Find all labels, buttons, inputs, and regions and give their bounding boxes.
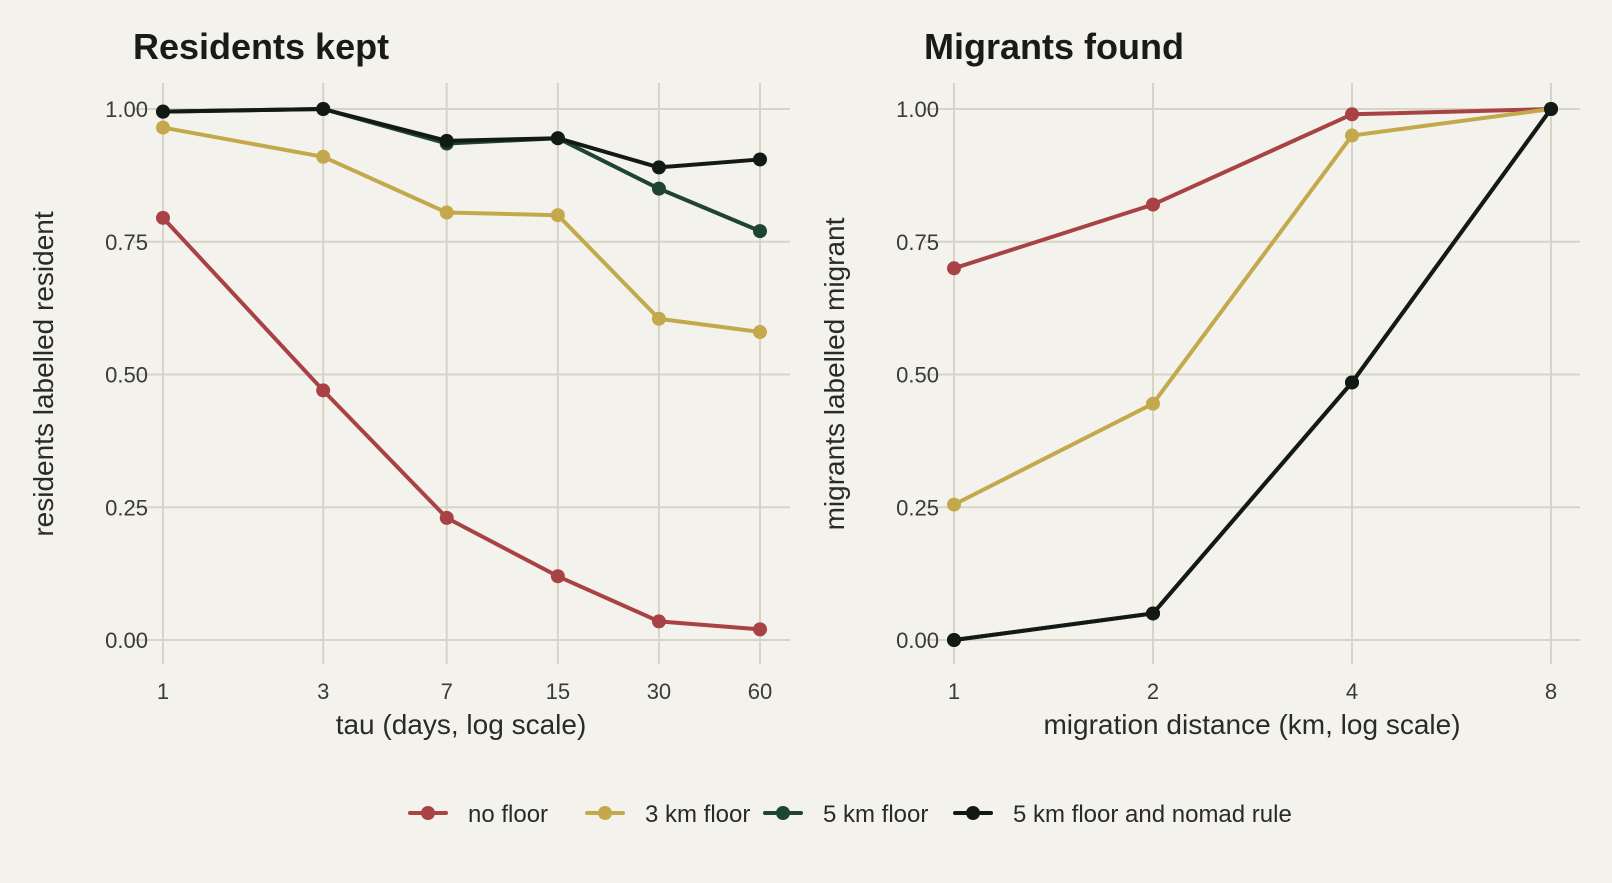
series-line (161, 125, 762, 335)
data-point (550, 208, 565, 223)
legend-swatch-point (776, 806, 790, 820)
x-tick-label: 15 (546, 679, 570, 704)
y-tick-label: 1.00 (105, 97, 148, 122)
legend-swatch-point (598, 806, 612, 820)
series-5-km-floor-and-nomad-rule (156, 102, 767, 175)
data-point (316, 102, 331, 116)
legend-item: no floor (408, 801, 548, 828)
series-line (161, 215, 762, 632)
y-tick-label: 0.25 (105, 495, 148, 520)
legend-swatch-point (421, 806, 435, 820)
legend-item: 3 km floor (585, 801, 750, 828)
data-point (156, 104, 170, 119)
data-point (316, 149, 331, 164)
legend-label: 3 km floor (645, 801, 750, 828)
series-line (952, 107, 1553, 271)
data-point (550, 569, 565, 584)
x-axis-title: migration distance (km, log scale) (1043, 709, 1460, 740)
data-point (1345, 128, 1359, 143)
data-point (651, 160, 666, 175)
data-point (439, 205, 454, 220)
y-axis-title: migrants labelled migrant (819, 217, 850, 530)
data-point (753, 325, 767, 340)
series-3-km-floor (156, 120, 767, 340)
x-axis-title: tau (days, log scale) (336, 709, 587, 740)
data-point (753, 622, 767, 637)
data-point (1146, 396, 1160, 411)
y-tick-label: 0.75 (896, 230, 939, 255)
legend-item: 5 km floor and nomad rule (953, 801, 1292, 828)
data-point (316, 383, 331, 398)
x-tick-label: 7 (441, 679, 453, 704)
data-point (1544, 102, 1558, 116)
legend-label: no floor (468, 801, 548, 828)
data-point (1345, 107, 1359, 122)
legend: no floor 3 km floor 5 km floor 5 km floor a… (408, 801, 1292, 828)
data-point (753, 152, 767, 167)
series-line (952, 107, 1553, 507)
y-axis-title: residents labelled resident (28, 211, 59, 537)
chart-title: Residents kept (133, 26, 389, 67)
series-no-floor (947, 102, 1558, 276)
data-point (753, 224, 767, 239)
legend-label: 5 km floor (823, 801, 928, 828)
data-point (1146, 606, 1160, 621)
y-tick-label: 0.25 (896, 495, 939, 520)
panel-migrants-found: Migrants found 0.00 0.25 0.50 0.75 1.00 1 2 4 8… (819, 26, 1580, 740)
y-tick-label: 0.50 (896, 363, 939, 388)
chart-title: Migrants found (924, 26, 1184, 67)
data-point (947, 497, 961, 512)
data-point (439, 510, 454, 525)
series-line (161, 107, 762, 170)
data-point (1345, 375, 1359, 390)
data-point (439, 133, 454, 148)
x-tick-label: 60 (748, 679, 772, 704)
data-point (550, 131, 565, 146)
y-tick-label: 0.75 (105, 230, 148, 255)
series-no-floor (156, 210, 767, 637)
x-tick-label: 1 (157, 679, 169, 704)
data-point (947, 261, 961, 276)
series-5-km-floor-and-nomad-rule (947, 102, 1558, 647)
data-point (651, 181, 666, 196)
data-point (947, 633, 961, 647)
data-point (1146, 197, 1160, 212)
x-tick-label: 4 (1346, 679, 1358, 704)
x-tick-label: 2 (1147, 679, 1159, 704)
series-5-km-floor (156, 102, 767, 239)
data-point (651, 311, 666, 326)
y-tick-label: 1.00 (896, 97, 939, 122)
y-tick-label: 0.00 (105, 628, 148, 653)
series-line (952, 107, 1553, 642)
x-tick-label: 1 (948, 679, 960, 704)
y-tick-label: 0.50 (105, 363, 148, 388)
legend-item: 5 km floor (763, 801, 928, 828)
data-point (156, 120, 170, 135)
x-tick-label: 8 (1545, 679, 1557, 704)
data-point (651, 614, 666, 629)
data-point (156, 210, 170, 225)
series-3-km-floor (947, 102, 1558, 512)
legend-swatch-point (966, 806, 980, 820)
x-tick-label: 3 (317, 679, 329, 704)
legend-label: 5 km floor and nomad rule (1013, 801, 1292, 828)
y-tick-label: 0.00 (896, 628, 939, 653)
x-tick-label: 30 (647, 679, 671, 704)
